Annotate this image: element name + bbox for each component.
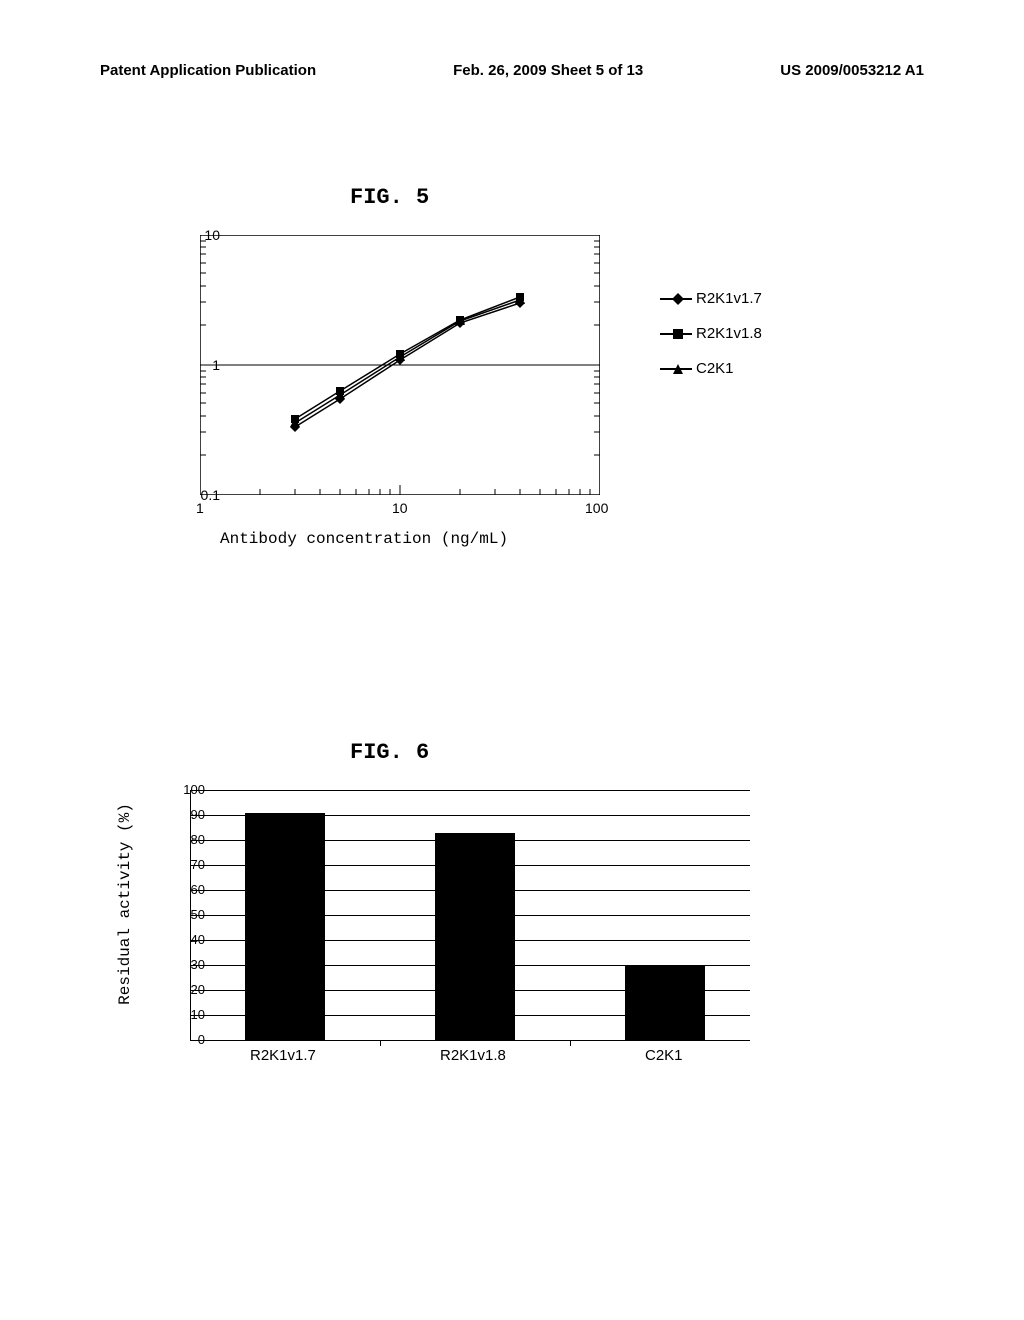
header-left: Patent Application Publication <box>100 62 316 79</box>
fig6-ytick: 90 <box>175 807 205 822</box>
fig6-ylabel: Residual activity (%) <box>116 779 134 1029</box>
grid-line <box>190 1040 750 1041</box>
page-header: Patent Application Publication Feb. 26, … <box>100 62 924 79</box>
fig5-title: FIG. 5 <box>350 185 429 210</box>
fig5-legend: R2K1v1.7 R2K1v1.8 C2K1 <box>660 290 762 395</box>
fig5-ytick-10: 10 <box>204 227 220 243</box>
fig6-bar-2 <box>435 833 515 1040</box>
legend-label: R2K1v1.7 <box>696 290 762 307</box>
fig6-ytick: 40 <box>175 932 205 947</box>
fig6-ytick: 10 <box>175 1007 205 1022</box>
diamond-icon <box>672 293 684 305</box>
legend-item: R2K1v1.8 <box>660 325 762 342</box>
fig5-xtick-1: 1 <box>196 500 204 516</box>
fig6-ytick: 60 <box>175 882 205 897</box>
fig5-xtick-10: 10 <box>392 500 408 516</box>
fig6-ytick: 100 <box>175 782 205 797</box>
header-center: Feb. 26, 2009 Sheet 5 of 13 <box>453 62 643 79</box>
fig5-xaxis-title: Antibody concentration (ng/mL) <box>220 530 508 548</box>
x-tick <box>570 1040 571 1046</box>
fig6-ytick: 70 <box>175 857 205 872</box>
legend-line <box>660 298 692 300</box>
fig6-ytick: 30 <box>175 957 205 972</box>
fig6-xlabel-2: R2K1v1.8 <box>440 1047 506 1064</box>
fig6-bar-1 <box>245 813 325 1040</box>
legend-label: R2K1v1.8 <box>696 325 762 342</box>
fig5-plot <box>200 235 600 495</box>
fig6-ytick: 20 <box>175 982 205 997</box>
fig6-ytick: 50 <box>175 907 205 922</box>
grid-line <box>190 790 750 791</box>
legend-line <box>660 368 692 370</box>
fig5-ytick-1: 1 <box>212 357 220 373</box>
fig6-ytick: 0 <box>175 1032 205 1047</box>
fig6-title: FIG. 6 <box>350 740 429 765</box>
square-icon <box>672 328 684 340</box>
fig6-xlabel-3: C2K1 <box>645 1047 683 1064</box>
legend-item: R2K1v1.7 <box>660 290 762 307</box>
fig5-chart: 10 1 0.1 1 10 100 Antibody concentration… <box>150 225 630 525</box>
header-right: US 2009/0053212 A1 <box>780 62 924 79</box>
fig6-bar-3 <box>625 965 705 1040</box>
fig6-ytick: 80 <box>175 832 205 847</box>
fig6-xlabel-1: R2K1v1.7 <box>250 1047 316 1064</box>
fig6-chart: Residual activity (%) 100 90 80 70 60 50… <box>130 785 770 1075</box>
fig5-xtick-100: 100 <box>585 500 608 516</box>
x-tick <box>380 1040 381 1046</box>
legend-line <box>660 333 692 335</box>
legend-label: C2K1 <box>696 360 734 377</box>
triangle-icon <box>672 363 684 375</box>
legend-item: C2K1 <box>660 360 762 377</box>
